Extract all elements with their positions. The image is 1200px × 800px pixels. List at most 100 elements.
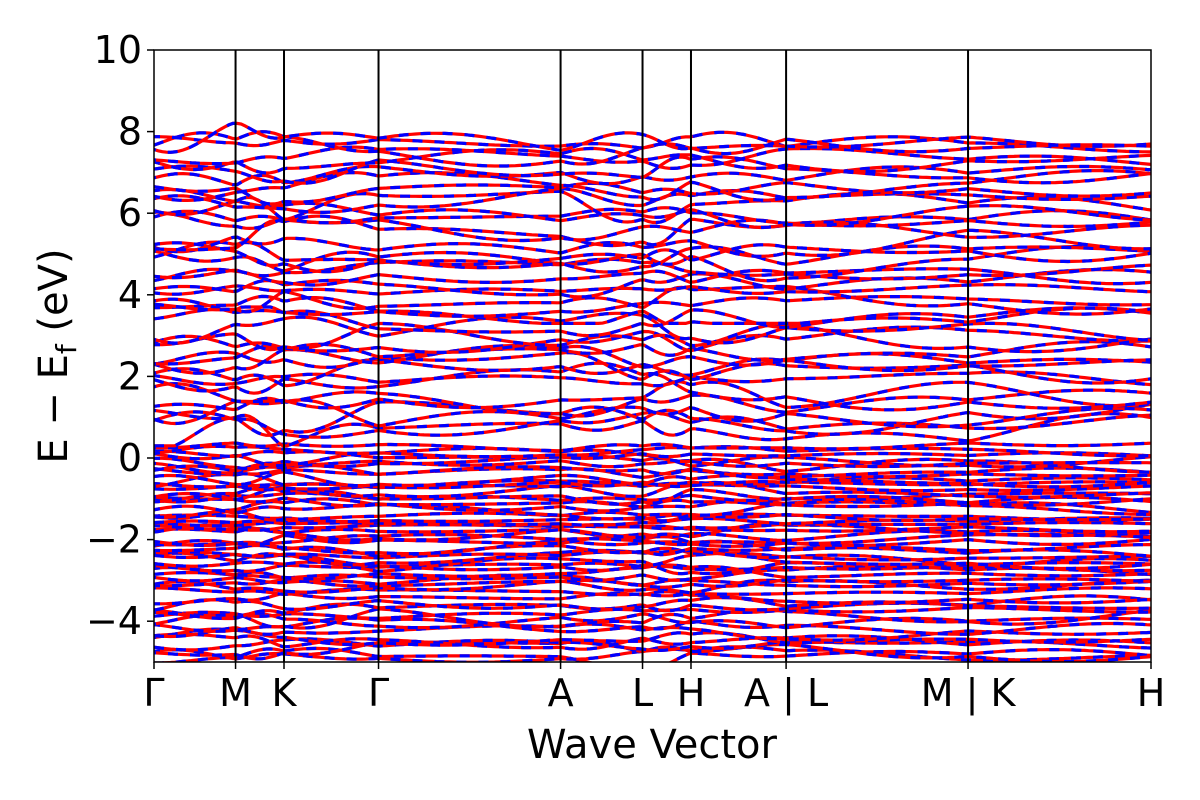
- band-line-dashed: [154, 590, 1151, 606]
- x-tick-label: M: [219, 671, 252, 715]
- x-tick-label: Γ: [368, 671, 389, 715]
- band-line-dashed: [154, 519, 1151, 531]
- band-line-dashed: [154, 398, 1151, 429]
- x-tick-label: A: [548, 671, 574, 715]
- band-line-dashed: [154, 454, 1151, 471]
- band-line-dashed: [154, 573, 1151, 589]
- band-line-dashed: [154, 607, 1151, 630]
- band-line-dashed: [154, 199, 1151, 230]
- x-tick-label: M | K: [921, 671, 1017, 716]
- band-line-dashed: [154, 267, 1151, 287]
- band-line: [154, 516, 1151, 527]
- band-line-dashed: [154, 400, 1151, 437]
- high-symmetry-lines: [234, 50, 970, 662]
- y-axis-title-subscript: f: [50, 343, 83, 354]
- plot-frame: [153, 49, 1152, 663]
- y-tick-label: −2: [86, 518, 142, 562]
- y-tick-label: 0: [118, 436, 142, 480]
- bands-layer: [154, 121, 1151, 662]
- band-line-dashed: [154, 509, 1151, 522]
- band-line-dashed: [154, 187, 1151, 225]
- band-line-dashed: [154, 461, 1151, 480]
- y-tick-label: 8: [118, 110, 142, 154]
- band-line-dashed: [154, 594, 1151, 621]
- band-line-dashed: [154, 311, 1151, 345]
- y-axis-title: E − Ef (eV): [31, 248, 83, 463]
- band-line-dashed: [154, 556, 1151, 576]
- band-line: [154, 533, 1151, 548]
- x-tick-label: A | L: [744, 671, 828, 716]
- band-line-dashed: [154, 145, 1151, 171]
- band-line-dashed: [154, 305, 1151, 338]
- band-line-dashed: [154, 228, 1151, 258]
- band-line-dashed: [154, 209, 1151, 252]
- band-line: [154, 512, 1151, 524]
- band-line: [154, 564, 1151, 582]
- band-line-dashed: [154, 627, 1151, 647]
- band-line-dashed: [154, 412, 1151, 448]
- x-axis-title: Wave Vector: [527, 722, 778, 768]
- band-line-dashed: [154, 164, 1151, 187]
- band-line-dashed: [154, 645, 1151, 662]
- x-tick-label: H: [1137, 671, 1166, 715]
- y-axis-title-main: E − E: [31, 354, 77, 464]
- y-tick-label: 2: [118, 354, 142, 398]
- band-line-dashed: [154, 146, 1151, 175]
- band-line-dashed: [154, 595, 1151, 612]
- band-line-dashed: [154, 388, 1151, 418]
- band-line-dashed: [154, 209, 1151, 243]
- y-tick-label: −4: [86, 599, 142, 643]
- band-line-dashed: [154, 257, 1151, 281]
- band-line-dashed: [154, 321, 1151, 354]
- y-tick-label: 10: [94, 28, 142, 72]
- band-line-dashed: [154, 632, 1151, 651]
- band-line-dashed: [154, 370, 1151, 388]
- band-line-dashed: [154, 486, 1151, 506]
- band-line-dashed: [154, 578, 1151, 589]
- band-line-dashed: [154, 284, 1151, 316]
- band-line-dashed: [154, 121, 1151, 156]
- band-line-dashed: [154, 470, 1151, 489]
- x-tick-label: K: [272, 671, 298, 715]
- band-line-dashed: [154, 180, 1151, 206]
- x-tick-label: Γ: [143, 671, 164, 715]
- band-line-dashed: [154, 344, 1151, 375]
- band-line-dashed: [154, 240, 1151, 274]
- x-tick-label: H: [677, 671, 706, 715]
- band-line-dashed: [154, 444, 1151, 459]
- band-line-dashed: [154, 206, 1151, 231]
- band-line-dashed: [154, 616, 1151, 636]
- band-line-dashed: [154, 294, 1151, 325]
- band-line-dashed: [154, 472, 1151, 490]
- band-line-dashed: [154, 611, 1151, 630]
- band-line-dashed: [154, 282, 1151, 296]
- y-tick-label: 4: [118, 273, 142, 317]
- band-line-dashed: [154, 241, 1151, 274]
- band-line-dashed: [154, 268, 1151, 299]
- y-axis-ticks: −4 −2 0 2 4 6 8 10: [86, 28, 154, 643]
- x-tick-label: L: [632, 671, 653, 715]
- band-line-dashed: [154, 244, 1151, 283]
- band-line-dashed: [154, 186, 1151, 214]
- y-tick-label: 6: [118, 191, 142, 235]
- band-line-dashed: [154, 563, 1151, 581]
- band-line-dashed: [154, 352, 1151, 388]
- band-line-dashed: [154, 480, 1151, 501]
- band-line-dashed: [154, 169, 1151, 202]
- band-line-dashed: [154, 586, 1151, 598]
- band-line: [154, 522, 1151, 542]
- band-line-dashed: [154, 350, 1151, 385]
- band-line-dashed: [154, 155, 1151, 185]
- band-line: [154, 578, 1151, 595]
- band-line-dashed: [154, 606, 1151, 621]
- band-line-dashed: [154, 379, 1151, 410]
- band-line-dashed: [154, 546, 1151, 571]
- band-line: [154, 523, 1151, 534]
- band-line-dashed: [154, 498, 1151, 516]
- y-axis-title-unit: (eV): [31, 248, 77, 344]
- band-line-dashed: [154, 135, 1151, 150]
- band-line-dashed: [154, 325, 1151, 354]
